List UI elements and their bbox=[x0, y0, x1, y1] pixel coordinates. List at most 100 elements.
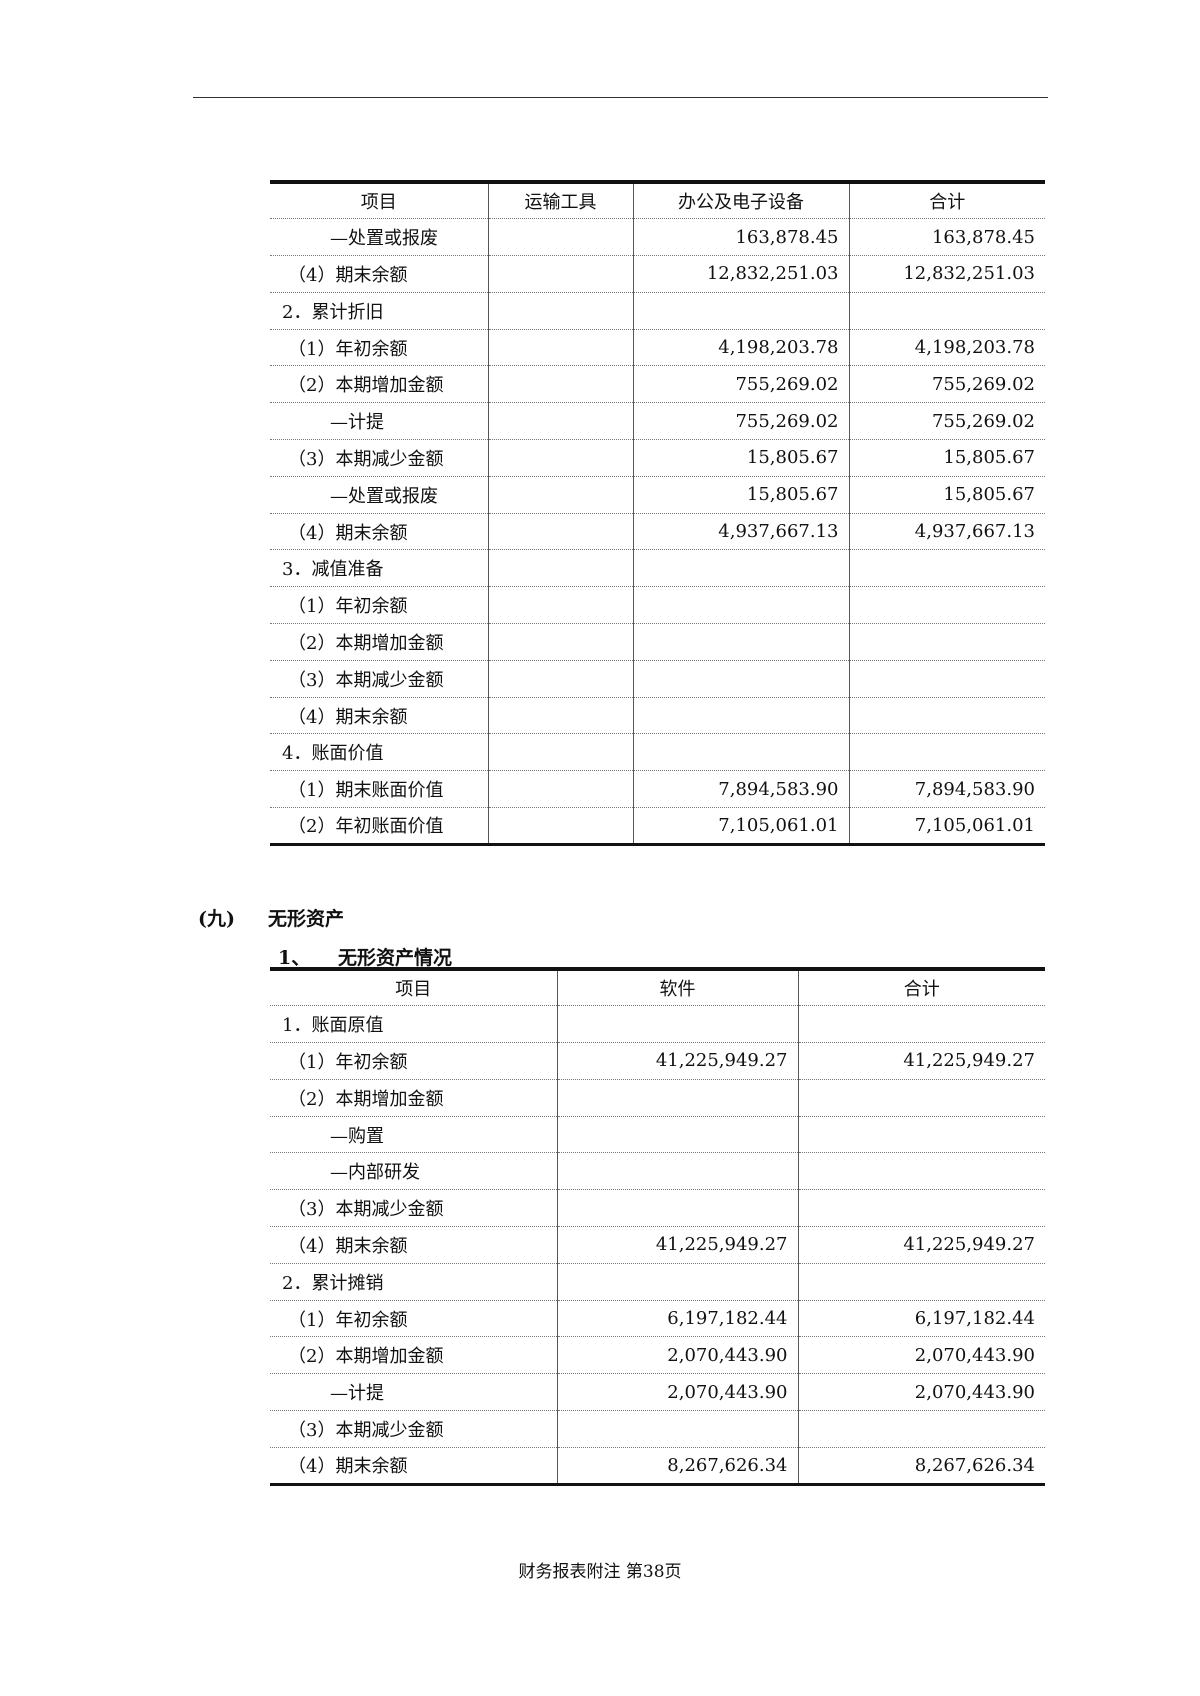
row-label: （3）本期减少金额 bbox=[270, 1189, 557, 1228]
cell-office bbox=[632, 586, 849, 625]
cell-office bbox=[632, 549, 849, 588]
cell-transport bbox=[487, 402, 633, 441]
table-row: （4）期末余额 8,267,626.34 8,267,626.34 bbox=[270, 1447, 1045, 1486]
cell-software bbox=[556, 1079, 798, 1117]
header-software: 软件 bbox=[556, 969, 798, 1007]
table-row: —内部研发 bbox=[270, 1152, 1045, 1191]
table-row: （1）年初余额 6,197,182.44 6,197,182.44 bbox=[270, 1300, 1045, 1338]
row-label: —购置 bbox=[270, 1116, 557, 1154]
cell-office: 7,105,061.01 bbox=[632, 807, 849, 846]
cell-total: 4,198,203.78 bbox=[848, 329, 1045, 367]
cell-total bbox=[848, 549, 1045, 588]
cell-office: 7,894,583.90 bbox=[632, 770, 849, 809]
header-item: 项目 bbox=[270, 182, 488, 220]
cell-transport bbox=[487, 218, 633, 257]
cell-transport bbox=[487, 255, 633, 293]
cell-software bbox=[556, 1005, 798, 1044]
table-row: （4）期末余额 12,832,251.03 12,832,251.03 bbox=[270, 255, 1045, 293]
cell-transport bbox=[487, 439, 633, 477]
header-transport: 运输工具 bbox=[487, 182, 633, 220]
cell-office bbox=[632, 697, 849, 735]
cell-total: 2,070,443.90 bbox=[797, 1373, 1045, 1412]
row-label: （4）期末余额 bbox=[270, 1226, 557, 1264]
row-label: （1）期末账面价值 bbox=[270, 770, 488, 809]
table-row: （4）期末余额 41,225,949.27 41,225,949.27 bbox=[270, 1226, 1045, 1264]
cell-total: 7,894,583.90 bbox=[848, 770, 1045, 809]
cell-total: 15,805.67 bbox=[848, 439, 1045, 477]
cell-office: 15,805.67 bbox=[632, 439, 849, 477]
cell-transport bbox=[487, 733, 633, 772]
row-label: 2．累计摊销 bbox=[270, 1263, 557, 1301]
table-row: （2）本期增加金额 755,269.02 755,269.02 bbox=[270, 365, 1045, 404]
table-row: —处置或报废 15,805.67 15,805.67 bbox=[270, 476, 1045, 514]
cell-transport bbox=[487, 660, 633, 698]
row-label: （3）本期减少金额 bbox=[270, 439, 488, 477]
header-rule bbox=[193, 97, 1048, 98]
cell-transport bbox=[487, 549, 633, 588]
row-label: （2）本期增加金额 bbox=[270, 623, 488, 661]
subsection-title: 无形资产情况 bbox=[338, 947, 453, 969]
cell-total bbox=[848, 292, 1045, 330]
cell-total bbox=[797, 1152, 1045, 1191]
cell-total: 15,805.67 bbox=[848, 476, 1045, 514]
cell-transport bbox=[487, 476, 633, 514]
cell-transport bbox=[487, 365, 633, 404]
table-row: （3）本期减少金额 bbox=[270, 1189, 1045, 1228]
table-row: 2．累计摊销 bbox=[270, 1263, 1045, 1301]
table-row: （2）本期增加金额 bbox=[270, 623, 1045, 661]
cell-total bbox=[848, 733, 1045, 772]
cell-office: 4,198,203.78 bbox=[632, 329, 849, 367]
table-row: 3．减值准备 bbox=[270, 549, 1045, 588]
row-label: 1．账面原值 bbox=[270, 1005, 557, 1044]
cell-office: 163,878.45 bbox=[632, 218, 849, 257]
page-footer: 财务报表附注 第38页 bbox=[518, 1562, 682, 1582]
cell-office: 755,269.02 bbox=[632, 365, 849, 404]
table-row: （2）本期增加金额 2,070,443.90 2,070,443.90 bbox=[270, 1336, 1045, 1375]
cell-total: 163,878.45 bbox=[848, 218, 1045, 257]
cell-transport bbox=[487, 329, 633, 367]
cell-total bbox=[797, 1189, 1045, 1228]
table-row: （4）期末余额 bbox=[270, 697, 1045, 735]
cell-software bbox=[556, 1410, 798, 1448]
cell-office: 12,832,251.03 bbox=[632, 255, 849, 293]
table-row: （4）期末余额 4,937,667.13 4,937,667.13 bbox=[270, 513, 1045, 551]
row-label: —处置或报废 bbox=[270, 218, 488, 257]
cell-office bbox=[632, 660, 849, 698]
row-label: （1）年初余额 bbox=[270, 586, 488, 625]
row-label: （2）本期增加金额 bbox=[270, 1336, 557, 1375]
cell-software: 2,070,443.90 bbox=[556, 1373, 798, 1412]
section-number: (九) bbox=[198, 908, 235, 930]
row-label: 2．累计折旧 bbox=[270, 292, 488, 330]
cell-software bbox=[556, 1189, 798, 1228]
cell-total: 8,267,626.34 bbox=[797, 1447, 1045, 1486]
cell-transport bbox=[487, 586, 633, 625]
cell-total: 4,937,667.13 bbox=[848, 513, 1045, 551]
cell-transport bbox=[487, 292, 633, 330]
row-label: —处置或报废 bbox=[270, 476, 488, 514]
row-label: （4）期末余额 bbox=[270, 1447, 557, 1486]
cell-office bbox=[632, 623, 849, 661]
row-label: （2）年初账面价值 bbox=[270, 807, 488, 846]
row-label: （3）本期减少金额 bbox=[270, 1410, 557, 1448]
cell-software bbox=[556, 1152, 798, 1191]
cell-software: 2,070,443.90 bbox=[556, 1336, 798, 1375]
cell-transport bbox=[487, 513, 633, 551]
row-label: （1）年初余额 bbox=[270, 1042, 557, 1080]
cell-transport bbox=[487, 770, 633, 809]
cell-total bbox=[797, 1079, 1045, 1117]
table-row: （2）本期增加金额 bbox=[270, 1079, 1045, 1117]
intangible-assets-table: 项目 软件 合计 1．账面原值 （1）年初余额 41,225,949.27 41,22… bbox=[270, 967, 1045, 1486]
cell-software bbox=[556, 1116, 798, 1154]
cell-total bbox=[848, 660, 1045, 698]
header-office-equipment: 办公及电子设备 bbox=[632, 182, 849, 220]
row-label: —计提 bbox=[270, 402, 488, 441]
table-row: —计提 755,269.02 755,269.02 bbox=[270, 402, 1045, 441]
table-row: （1）年初余额 bbox=[270, 586, 1045, 625]
cell-total: 755,269.02 bbox=[848, 402, 1045, 441]
cell-total: 755,269.02 bbox=[848, 365, 1045, 404]
header-total: 合计 bbox=[797, 969, 1045, 1007]
row-label: 3．减值准备 bbox=[270, 549, 488, 588]
cell-transport bbox=[487, 697, 633, 735]
table-row: （1）期末账面价值 7,894,583.90 7,894,583.90 bbox=[270, 770, 1045, 809]
table-row: 4．账面价值 bbox=[270, 733, 1045, 772]
